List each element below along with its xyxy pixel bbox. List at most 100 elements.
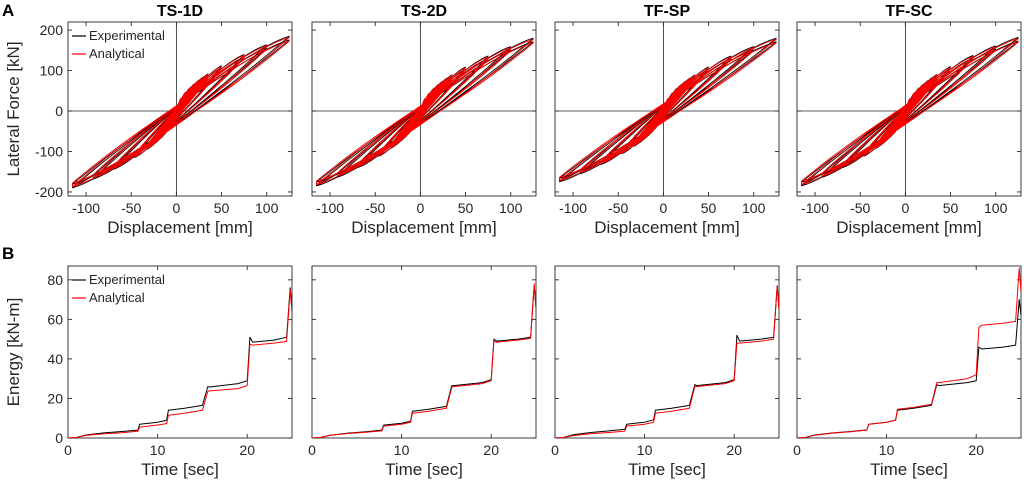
y-tick-label: -100: [35, 143, 63, 159]
y-tick-label: 20: [47, 390, 63, 406]
x-tick-label: -100: [72, 200, 100, 216]
y-tick-label: 100: [40, 63, 64, 79]
x-tick-label: 0: [172, 200, 180, 216]
x-tick-label: 0: [659, 200, 667, 216]
data-layer: [555, 285, 779, 438]
plot-energy_ts2d: 0 10 20 Time [sec]: [308, 265, 537, 479]
data-layer: [316, 37, 534, 187]
plot-hys_tfsp: -100 -50 0 50 100 TF-SP Displacement [mm]: [554, 3, 780, 237]
panel-title: TF-SP: [644, 3, 691, 20]
x-tick-label: 0: [793, 442, 801, 458]
y-tick-label: 60: [47, 311, 63, 327]
y-tick-label: 0: [55, 430, 63, 446]
x-axis-label: Time [sec]: [628, 460, 706, 479]
plot-frame: [311, 265, 537, 439]
series-line-analytical: [68, 289, 292, 438]
data-layer: [559, 37, 777, 183]
x-tick-label: -50: [850, 200, 870, 216]
x-tick-label: -50: [121, 200, 141, 216]
legend-label-experimental: Experimental: [89, 272, 165, 287]
y-tick-label: -200: [35, 184, 63, 200]
series-line-analytical: [797, 267, 1021, 438]
x-tick-label: -100: [801, 200, 829, 216]
plot-frame: [67, 21, 293, 197]
plot-energy_ts1d: 0 10 20 0 20 40 60 80 Time [sec] Energy [kN-m] Exp…: [4, 265, 293, 479]
x-tick-label: 100: [984, 200, 1008, 216]
x-tick-label: 50: [458, 200, 474, 216]
x-tick-label: 0: [551, 442, 559, 458]
x-tick-label: 0: [64, 442, 72, 458]
y-tick-label: 80: [47, 272, 63, 288]
x-tick-label: 50: [214, 200, 230, 216]
x-axis-label: Time [sec]: [385, 460, 463, 479]
plot-frame: [311, 21, 537, 197]
x-tick-label: -50: [365, 200, 385, 216]
x-tick-label: 20: [726, 442, 742, 458]
x-axis-label: Time [sec]: [870, 460, 948, 479]
plot-frame: [67, 265, 293, 439]
series-line-analytical: [559, 38, 777, 182]
series-line-analytical: [312, 283, 536, 438]
series-line-analytical: [72, 36, 290, 188]
y-tick-label: 0: [55, 103, 63, 119]
legend: Experimental Analytical: [72, 28, 165, 61]
data-layer: [312, 283, 536, 438]
x-tick-label: 20: [968, 442, 984, 458]
x-axis-label: Time [sec]: [141, 460, 219, 479]
x-axis-label: Displacement [mm]: [351, 218, 496, 237]
x-axis-label: Displacement [mm]: [107, 218, 252, 237]
data-layer: [801, 36, 1019, 187]
plot-hys_ts2d: -100 -50 0 50 100 TS-2D Displacement [mm]: [311, 3, 537, 237]
y-tick-label: 40: [47, 351, 63, 367]
series-line-analytical: [316, 38, 534, 186]
x-tick-label: -100: [316, 200, 344, 216]
x-tick-label: 10: [150, 442, 166, 458]
plot-hys_tfsc: -100 -50 0 50 100 TF-SC Displacement [mm]: [796, 3, 1022, 237]
data-layer: [797, 267, 1021, 438]
x-tick-label: 10: [879, 442, 895, 458]
plot-frame: [554, 21, 780, 197]
x-tick-label: 100: [742, 200, 766, 216]
plot-frame: [554, 265, 780, 439]
series-line-experimental: [312, 285, 536, 438]
panel-letter-a: A: [2, 1, 14, 20]
legend-label-analytical: Analytical: [89, 290, 145, 305]
x-tick-label: -100: [559, 200, 587, 216]
y-axis-label: Energy [kN-m]: [4, 298, 23, 407]
x-tick-label: 50: [943, 200, 959, 216]
plot-energy_tfsp: 0 10 20 Time [sec]: [551, 265, 780, 479]
x-tick-label: 0: [901, 200, 909, 216]
panel-letter-b: B: [2, 244, 14, 263]
y-tick-label: 200: [40, 22, 64, 38]
x-tick-label: 20: [239, 442, 255, 458]
plots-group: -100 -50 0 50 100-200-1000100200TS-1DDisplac…: [4, 3, 1022, 479]
plot-energy_tfsc: 0 10 20 Time [sec]: [793, 265, 1022, 479]
x-tick-label: 20: [483, 442, 499, 458]
plot-frame: [796, 21, 1022, 197]
data-layer: [68, 287, 292, 438]
x-tick-label: 10: [394, 442, 410, 458]
series-line-analytical: [555, 285, 779, 438]
y-axis-label: Lateral Force [kN]: [4, 41, 23, 176]
series-line-experimental: [68, 287, 292, 438]
panel-title: TF-SC: [885, 3, 933, 20]
plot-frame: [796, 265, 1022, 439]
x-tick-label: -50: [608, 200, 628, 216]
data-layer: [72, 35, 290, 189]
x-tick-label: 100: [499, 200, 523, 216]
legend: Experimental Analytical: [72, 272, 165, 305]
x-axis-label: Displacement [mm]: [594, 218, 739, 237]
x-tick-label: 50: [701, 200, 717, 216]
panel-title: TS-2D: [401, 3, 447, 20]
series-line-experimental: [797, 299, 1021, 438]
series-line-experimental: [555, 285, 779, 438]
legend-label-analytical: Analytical: [89, 46, 145, 61]
x-tick-label: 0: [308, 442, 316, 458]
panel-title: TS-1D: [157, 3, 203, 20]
x-axis-label: Displacement [mm]: [836, 218, 981, 237]
series-line-analytical: [801, 38, 1019, 186]
x-tick-label: 10: [637, 442, 653, 458]
x-tick-label: 100: [255, 200, 279, 216]
x-tick-label: 0: [416, 200, 424, 216]
